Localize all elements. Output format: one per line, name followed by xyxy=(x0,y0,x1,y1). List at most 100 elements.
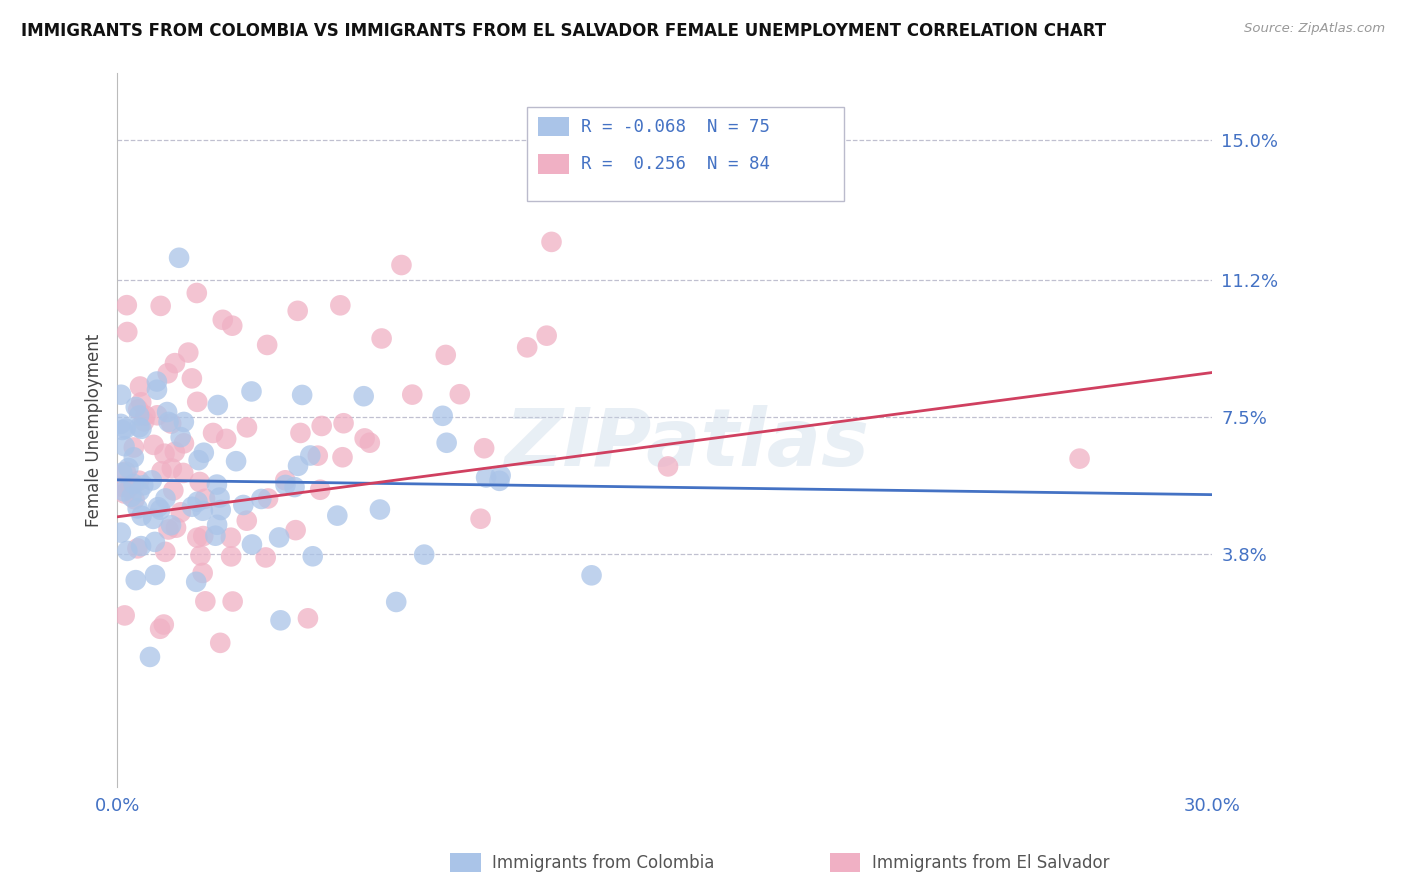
Point xyxy=(516,340,538,354)
Point xyxy=(432,409,454,423)
Point xyxy=(329,298,352,312)
Point xyxy=(269,531,291,545)
Point xyxy=(385,595,408,609)
Point xyxy=(274,473,297,487)
Point xyxy=(139,649,162,664)
Point xyxy=(114,608,136,623)
Point xyxy=(307,449,329,463)
Point xyxy=(215,432,238,446)
Point xyxy=(284,523,307,537)
Point xyxy=(131,508,153,523)
Point xyxy=(449,387,471,401)
Point xyxy=(287,303,309,318)
Point xyxy=(236,514,259,528)
Point xyxy=(143,568,166,582)
Point xyxy=(114,465,136,479)
Point xyxy=(167,251,190,265)
Point xyxy=(111,480,134,494)
Point xyxy=(250,491,273,506)
Point xyxy=(256,338,278,352)
Point xyxy=(202,425,225,440)
Point xyxy=(219,549,242,564)
Point xyxy=(326,508,349,523)
Point xyxy=(117,461,139,475)
Point xyxy=(194,594,217,608)
Point xyxy=(657,459,679,474)
Point xyxy=(181,500,204,514)
Text: ZIPatlas: ZIPatlas xyxy=(503,405,869,483)
Point xyxy=(489,468,512,483)
Point xyxy=(111,423,134,437)
Point xyxy=(257,491,280,506)
Point xyxy=(149,299,172,313)
Point xyxy=(236,420,259,434)
Point xyxy=(173,436,195,450)
Point xyxy=(225,454,247,468)
Text: Immigrants from El Salvador: Immigrants from El Salvador xyxy=(872,855,1109,872)
Point xyxy=(186,394,208,409)
Point xyxy=(128,474,150,488)
Point xyxy=(401,387,423,401)
Point xyxy=(172,466,194,480)
Point xyxy=(129,539,152,553)
Point xyxy=(472,442,495,456)
Point xyxy=(120,479,142,493)
Point xyxy=(186,285,208,300)
Point xyxy=(111,466,134,480)
Point xyxy=(125,400,148,414)
Point xyxy=(122,441,145,455)
Point xyxy=(129,379,152,393)
Point xyxy=(177,345,200,359)
Point xyxy=(146,375,169,389)
Point xyxy=(127,402,149,417)
Point xyxy=(114,439,136,453)
Point xyxy=(488,474,510,488)
Point xyxy=(155,545,177,559)
Point xyxy=(110,388,132,402)
Point xyxy=(149,622,172,636)
Text: Immigrants from Colombia: Immigrants from Colombia xyxy=(492,855,714,872)
Text: R =  0.256  N = 84: R = 0.256 N = 84 xyxy=(581,155,769,173)
Point xyxy=(153,447,176,461)
Point xyxy=(156,367,179,381)
Point xyxy=(170,430,193,444)
Point xyxy=(188,475,211,489)
Point xyxy=(124,492,146,507)
Point xyxy=(150,464,173,478)
Point xyxy=(297,611,319,625)
Point xyxy=(207,398,229,412)
Point xyxy=(128,484,150,499)
Point xyxy=(219,531,242,545)
Point xyxy=(209,636,232,650)
Point xyxy=(128,420,150,434)
Point xyxy=(204,529,226,543)
Point xyxy=(156,405,179,419)
Point xyxy=(205,477,228,491)
Point xyxy=(141,474,163,488)
Point xyxy=(173,415,195,429)
Point xyxy=(134,409,156,423)
Point xyxy=(205,517,228,532)
Point xyxy=(146,383,169,397)
Point xyxy=(165,521,187,535)
Point xyxy=(110,525,132,540)
Point xyxy=(470,512,492,526)
Point xyxy=(122,450,145,465)
Point xyxy=(186,574,208,589)
Point xyxy=(170,505,193,519)
Point xyxy=(581,568,603,582)
Point xyxy=(162,483,184,498)
Point xyxy=(254,550,277,565)
Point xyxy=(117,325,139,339)
Point xyxy=(332,416,354,430)
Point xyxy=(240,537,263,551)
Point xyxy=(536,328,558,343)
Point xyxy=(370,331,392,345)
Point xyxy=(291,388,314,402)
Point xyxy=(368,502,391,516)
Point xyxy=(208,491,231,505)
Point xyxy=(128,409,150,423)
Point xyxy=(311,419,333,434)
Point xyxy=(301,549,323,564)
Point xyxy=(209,503,232,517)
